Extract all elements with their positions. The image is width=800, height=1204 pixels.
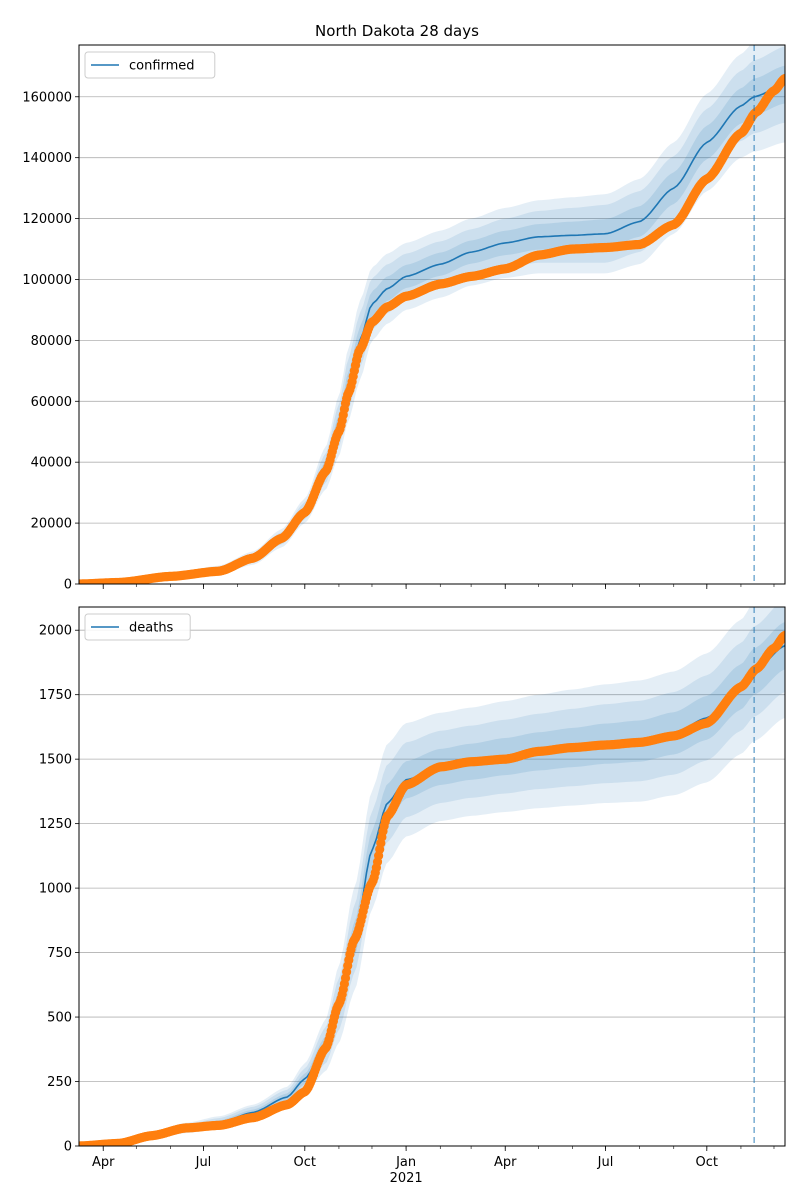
x-tick-label: Apr: [92, 1155, 115, 1170]
y-tick-label: 20000: [31, 517, 72, 532]
y-tick-label: 60000: [31, 395, 72, 410]
x-tick-label: Jul: [195, 1155, 212, 1170]
y-tick-label: 160000: [22, 90, 72, 105]
uncertainty-band-inner: [79, 622, 785, 1146]
uncertainty-band-outer: [79, 45, 785, 584]
y-tick-label: 250: [47, 1075, 72, 1090]
x-tick-label: Jul: [597, 1155, 614, 1170]
x-tick-label: Apr: [494, 1155, 517, 1170]
axes-frame: [78, 44, 786, 585]
x-tick-label: Oct: [294, 1155, 316, 1170]
y-tick-label: 0: [64, 578, 72, 593]
top-panel-confirmed: 0 20000 40000 60000 80000 100000 120000 140000 1…: [22, 44, 786, 593]
plot-area: [79, 607, 785, 1146]
legend-box: [84, 51, 216, 79]
x-tick-label: Jan: [395, 1155, 416, 1170]
y-tick-label: 140000: [22, 151, 72, 166]
legend-box: [84, 613, 191, 641]
y-tick-label: 100000: [22, 273, 72, 288]
chart-title: North Dakota 28 days: [315, 22, 479, 40]
y-tick-label: 1250: [39, 817, 72, 832]
y-tick-label: 80000: [31, 334, 72, 349]
uncertainty-band-outer: [79, 607, 785, 1146]
y-tick-label: 2000: [39, 624, 72, 639]
legend-label: deaths: [129, 621, 174, 636]
x-year-label: 2021: [390, 1171, 423, 1186]
y-tick-label: 120000: [22, 212, 72, 227]
uncertainty-band-middle: [79, 46, 785, 584]
legend-label: confirmed: [129, 59, 195, 74]
observed-point: [780, 73, 785, 84]
x-tick-label: Oct: [696, 1155, 718, 1170]
y-tick-label: 40000: [31, 456, 72, 471]
plot-area: [79, 45, 785, 584]
y-tick-label: 500: [47, 1011, 72, 1026]
y-tick-label: 1500: [39, 753, 72, 768]
legend: deaths: [84, 613, 191, 641]
y-tick-label: 1750: [39, 688, 72, 703]
y-tick-label: 1000: [39, 882, 72, 897]
y-tick-label: 750: [47, 946, 72, 961]
legend: confirmed: [84, 51, 216, 79]
axes-frame: [78, 606, 786, 1147]
bottom-panel-deaths: 0 250 500 750 1000 1250 1500 1750 2000 Apr Jul Oct J…: [39, 606, 786, 1186]
y-tick-label: 0: [64, 1140, 72, 1155]
observed-point: [780, 630, 785, 640]
